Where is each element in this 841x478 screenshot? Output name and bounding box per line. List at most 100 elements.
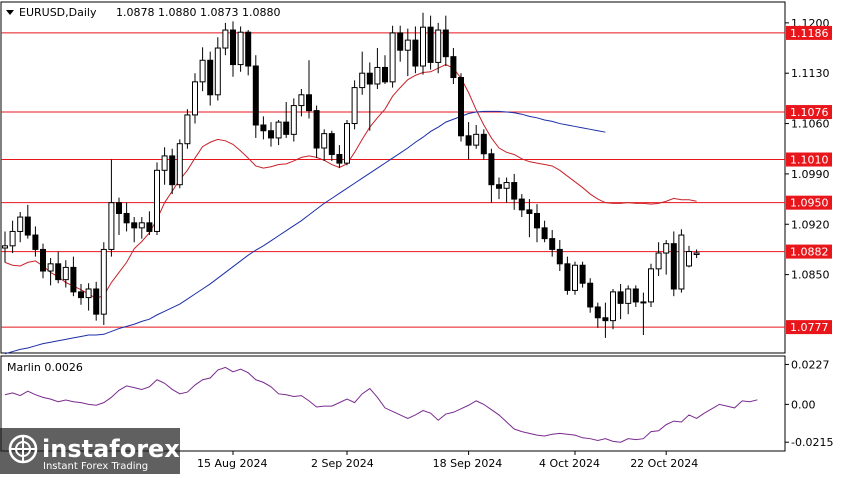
candle-23 bbox=[176, 139, 183, 189]
candle-77 bbox=[587, 278, 594, 313]
candle-29 bbox=[222, 22, 229, 56]
candle-body-8 bbox=[62, 266, 69, 281]
candle-87 bbox=[663, 240, 670, 275]
candle-85 bbox=[648, 263, 654, 307]
candle-18 bbox=[138, 217, 145, 239]
candle-28 bbox=[214, 37, 221, 101]
candle-body-71 bbox=[541, 227, 548, 240]
indicator-pane[interactable] bbox=[0, 355, 786, 452]
candle-body-24 bbox=[184, 114, 191, 145]
oscillator-series bbox=[4, 366, 758, 443]
candle-body-15 bbox=[116, 202, 122, 214]
candle-body-81 bbox=[617, 291, 624, 304]
candle-48 bbox=[366, 62, 373, 131]
candle-body-2 bbox=[17, 216, 24, 232]
candle-91 bbox=[693, 249, 700, 259]
candle-22 bbox=[169, 148, 176, 195]
candle-36 bbox=[275, 119, 282, 146]
candle-7 bbox=[55, 251, 62, 284]
candle-73 bbox=[556, 240, 563, 272]
level-label-bg-0 bbox=[786, 25, 832, 40]
candle-59 bbox=[450, 48, 457, 84]
candle-body-6 bbox=[47, 263, 54, 272]
candle-body-68 bbox=[518, 198, 525, 211]
candle-33 bbox=[252, 55, 259, 138]
candle-body-89 bbox=[678, 234, 685, 290]
candle-14 bbox=[108, 159, 115, 257]
level-label-4: 1.0882 bbox=[790, 246, 829, 259]
level-label-3: 1.0950 bbox=[790, 197, 829, 210]
candle-4 bbox=[32, 226, 39, 257]
candle-55 bbox=[420, 12, 426, 75]
candle-78 bbox=[594, 302, 601, 328]
candle-body-21 bbox=[161, 155, 168, 171]
candle-body-40 bbox=[306, 94, 312, 112]
candle-body-56 bbox=[427, 26, 434, 63]
candle-47 bbox=[359, 51, 366, 95]
candle-54 bbox=[412, 26, 419, 74]
candle-9 bbox=[70, 256, 77, 297]
level-label-5: 1.0777 bbox=[790, 321, 829, 334]
candle-body-5 bbox=[40, 248, 46, 272]
candle-56 bbox=[427, 15, 434, 70]
candle-69 bbox=[526, 199, 533, 238]
candle-body-88 bbox=[670, 243, 677, 290]
candle-body-39 bbox=[298, 94, 305, 107]
candle-86 bbox=[655, 242, 662, 277]
candle-body-53 bbox=[404, 39, 411, 51]
chart-menu-triangle-icon[interactable] bbox=[6, 10, 14, 15]
candle-50 bbox=[382, 55, 388, 84]
candle-body-3 bbox=[24, 216, 31, 236]
indicator-tick-label-0: 0.0227 bbox=[791, 358, 830, 371]
candle-2 bbox=[17, 212, 24, 243]
candle-15 bbox=[116, 197, 122, 236]
candle-body-31 bbox=[237, 31, 244, 66]
candle-82 bbox=[625, 285, 632, 315]
candle-57 bbox=[435, 22, 442, 74]
candle-body-82 bbox=[625, 288, 632, 304]
candle-body-66 bbox=[503, 182, 510, 189]
candle-body-91 bbox=[693, 252, 700, 255]
candle-body-85 bbox=[648, 268, 654, 303]
candle-body-76 bbox=[579, 264, 586, 284]
indicator-axis: 0.0227 0.00 -0.0215 bbox=[785, 358, 833, 449]
candle-body-14 bbox=[108, 202, 115, 250]
time-axis: 15 Aug 2024 2 Sep 2024 18 Sep 2024 4 Oct 20… bbox=[197, 451, 698, 470]
candle-body-73 bbox=[556, 248, 563, 265]
price-pane[interactable] bbox=[0, 1, 786, 354]
candle-body-12 bbox=[93, 288, 100, 315]
candle-68 bbox=[518, 194, 525, 218]
indicator-title: Marlin 0.0026 bbox=[7, 361, 83, 374]
candle-body-75 bbox=[572, 264, 578, 291]
candle-body-58 bbox=[442, 29, 449, 58]
candle-body-33 bbox=[252, 65, 259, 126]
candle-43 bbox=[328, 130, 335, 161]
candle-21 bbox=[161, 147, 168, 185]
candle-body-46 bbox=[351, 87, 358, 125]
candle-34 bbox=[260, 116, 267, 140]
moving-averages bbox=[4, 64, 697, 355]
candle-32 bbox=[245, 30, 252, 76]
time-tick-label-4: 22 Oct 2024 bbox=[630, 457, 698, 470]
candle-3 bbox=[24, 204, 31, 239]
candle-63 bbox=[480, 129, 487, 160]
candle-body-42 bbox=[321, 133, 328, 149]
candle-35 bbox=[268, 122, 274, 147]
candle-body-47 bbox=[359, 72, 366, 89]
candle-body-79 bbox=[602, 317, 609, 322]
level-label-bg-5 bbox=[786, 320, 832, 335]
candle-30 bbox=[230, 21, 236, 77]
candle-body-28 bbox=[214, 47, 221, 96]
candle-body-60 bbox=[458, 77, 464, 137]
candle-80 bbox=[610, 288, 616, 330]
candle-body-78 bbox=[594, 306, 601, 319]
candle-body-27 bbox=[207, 59, 214, 96]
candle-72 bbox=[549, 230, 556, 257]
candle-body-86 bbox=[655, 252, 662, 270]
candle-body-23 bbox=[176, 143, 183, 186]
price-tick-label-4: 1.0920 bbox=[791, 218, 830, 231]
candle-body-59 bbox=[450, 56, 457, 79]
candle-body-41 bbox=[313, 110, 320, 149]
candle-body-52 bbox=[397, 32, 404, 51]
